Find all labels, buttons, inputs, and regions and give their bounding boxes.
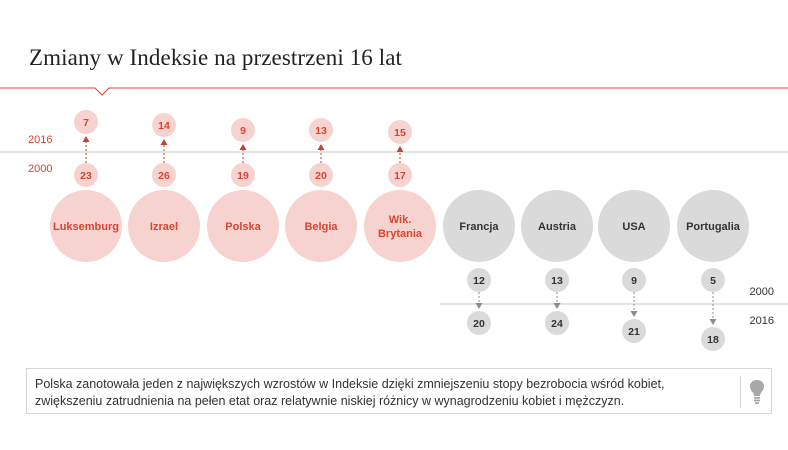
- rank-2016-badge: [309, 118, 333, 142]
- country-circle: [677, 190, 749, 262]
- rank-2016-value: 14: [158, 120, 170, 132]
- rank-2000-value: 23: [80, 170, 92, 182]
- title-underline: [0, 87, 788, 96]
- rank-2016-badge: [622, 319, 646, 343]
- rank-arrow-head: [160, 139, 168, 145]
- rank-2016-value: 24: [551, 318, 563, 330]
- rank-2000-value: 26: [158, 170, 170, 182]
- rank-2000-badge: [701, 268, 725, 292]
- note-text: Polska zanotowała jeden z największych w…: [35, 377, 665, 408]
- rank-2016-value: 7: [83, 117, 89, 129]
- country-circle: [285, 190, 357, 262]
- rank-arrow-head: [82, 136, 90, 142]
- rank-2016-badge: [388, 120, 412, 144]
- country-circle: [207, 190, 279, 262]
- rank-2000-badge: [74, 163, 98, 187]
- rank-2016-value: 18: [707, 334, 719, 346]
- country-node-usa: USA 9 21: [598, 190, 670, 343]
- rank-arrow-head: [553, 303, 561, 309]
- rank-2016-value: 15: [394, 127, 406, 139]
- rank-arrow-head: [630, 311, 638, 317]
- country-name: Austria: [538, 221, 577, 233]
- rank-arrow-head: [396, 146, 404, 152]
- country-name: Luksemburg: [53, 221, 119, 233]
- rank-2016-badge: [152, 113, 176, 137]
- rank-change-diagram: 2016 2000 2000 2016 Luksemburg 23 7 Izrael 2…: [0, 110, 788, 351]
- year-label-2000-bottom: 2000: [750, 286, 774, 298]
- rank-2000-value: 17: [394, 170, 406, 182]
- country-node-francja: Francja 12 20: [443, 190, 515, 335]
- country-node-wik-brytania: Wik. Brytania 17 15: [364, 120, 436, 262]
- rank-2016-value: 13: [315, 125, 327, 137]
- country-node-portugalia: Portugalia 5 18: [677, 190, 749, 351]
- country-node-luksemburg: Luksemburg 23 7: [50, 110, 122, 262]
- note-divider: [740, 376, 741, 408]
- rank-2000-badge: [467, 268, 491, 292]
- rank-2000-value: 20: [315, 170, 327, 182]
- country-nodes: Luksemburg 23 7 Izrael 26 14 Polska 19 9 Belgia 20…: [50, 110, 749, 351]
- rank-2016-badge: [74, 110, 98, 134]
- year-label-2000-top: 2000: [28, 163, 52, 175]
- country-name: Brytania: [378, 228, 423, 240]
- note-box: Polska zanotowała jeden z największych w…: [26, 368, 772, 414]
- rank-2000-badge: [309, 163, 333, 187]
- rank-2000-badge: [388, 163, 412, 187]
- rank-2000-badge: [231, 163, 255, 187]
- rank-2016-value: 20: [473, 318, 485, 330]
- country-name: Portugalia: [686, 221, 741, 233]
- country-circle: [128, 190, 200, 262]
- rank-2000-value: 19: [237, 170, 249, 182]
- country-node-polska: Polska 19 9: [207, 118, 279, 262]
- country-name: Belgia: [304, 221, 338, 233]
- rank-2016-badge: [545, 311, 569, 335]
- country-node-izrael: Izrael 26 14: [128, 113, 200, 262]
- rank-2016-value: 9: [240, 125, 246, 137]
- rank-2000-badge: [622, 268, 646, 292]
- rank-arrow-head: [475, 303, 483, 309]
- rank-arrow-head: [317, 144, 325, 150]
- rank-2000-badge: [152, 163, 176, 187]
- country-name: Wik.: [389, 214, 412, 226]
- rank-2016-badge: [701, 327, 725, 351]
- rank-2000-value: 5: [710, 275, 716, 287]
- rank-2000-value: 12: [473, 275, 485, 287]
- year-label-2016-top: 2016: [28, 134, 52, 146]
- page-title: Zmiany w Indeksie na przestrzeni 16 lat: [29, 45, 403, 70]
- rank-2016-badge: [231, 118, 255, 142]
- rank-2016-badge: [467, 311, 491, 335]
- country-name: Francja: [459, 221, 499, 233]
- country-circle: [443, 190, 515, 262]
- country-name: Izrael: [150, 221, 178, 233]
- country-name: USA: [622, 221, 645, 233]
- rank-2016-value: 21: [628, 326, 640, 338]
- rank-2000-badge: [545, 268, 569, 292]
- rank-arrow-head: [239, 144, 247, 150]
- country-circle: [50, 190, 122, 262]
- country-circle: [364, 190, 436, 262]
- lightbulb-icon: [750, 380, 764, 404]
- rank-2000-value: 9: [631, 275, 637, 287]
- country-name: Polska: [225, 221, 261, 233]
- country-circle: [598, 190, 670, 262]
- rank-arrow-head: [709, 319, 717, 325]
- rank-2000-value: 13: [551, 275, 563, 287]
- country-node-belgia: Belgia 20 13: [285, 118, 357, 262]
- year-label-2016-bottom: 2016: [750, 315, 774, 327]
- country-node-austria: Austria 13 24: [521, 190, 593, 335]
- country-circle: [521, 190, 593, 262]
